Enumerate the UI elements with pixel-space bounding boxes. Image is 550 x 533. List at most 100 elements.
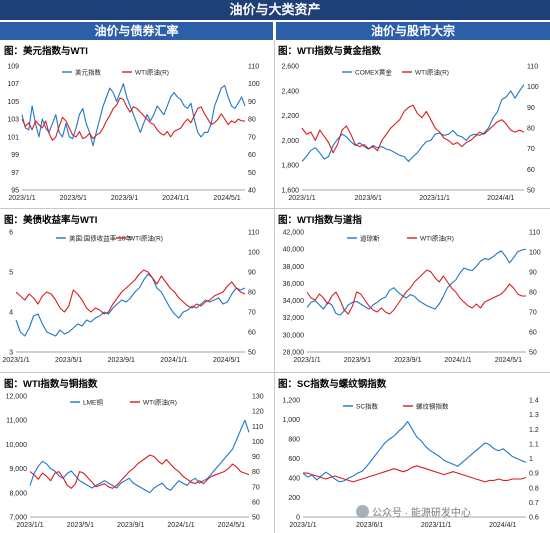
left-tick-label: 0	[296, 515, 300, 522]
x-tick-label: 2024/1/1	[444, 357, 471, 364]
right-tick-label: 90	[529, 270, 537, 277]
left-tick-label: 40,000	[283, 247, 305, 254]
right-tick-label: 60	[248, 152, 256, 159]
left-tick-label: 1,600	[281, 188, 299, 195]
x-tick-label: 2023/5/1	[55, 357, 82, 364]
left-tick-label: 600	[288, 456, 300, 463]
legend-label: WTI原油(R)	[420, 233, 454, 242]
x-tick-label: 2023/6/1	[356, 522, 383, 529]
wechat-icon	[356, 505, 369, 518]
right-tick-label: 60	[252, 499, 260, 506]
legend-label: WTI原油(R)	[415, 67, 449, 76]
left-tick-label: 1,200	[282, 398, 300, 405]
left-tick-label: 34,000	[283, 298, 305, 305]
chart-wti-copper: 12,000 11,000 10,000 9,000 8,000 7,000 130 120 1…	[6, 394, 264, 530]
chart-title-wti-gold: 图：WTI指数与黄金指数	[278, 46, 381, 57]
right-tick-label: 100	[248, 250, 260, 257]
right-tick-label: 110	[527, 64, 538, 71]
right-tick-label: 80	[248, 290, 256, 297]
chart-title-ust-wti: 图：美债收益率与WTI	[4, 215, 98, 226]
legend-label: 螺纹钢指数	[416, 401, 449, 410]
left-tick-label: 2,000	[281, 138, 299, 145]
legend-label: 道琼斯	[360, 233, 380, 242]
x-tick-label: 2023/1/1	[289, 522, 316, 529]
chart-ust-wti: 6 5 4 3 110 100 90 80 70 60 50 2023/1/1 2023/5/1 2023…	[2, 230, 260, 365]
right-tick-label: 110	[248, 230, 259, 237]
x-tick-label: 2024/5/1	[213, 195, 240, 202]
left-tick-label: 1,800	[281, 163, 299, 170]
left-tick-label: 200	[288, 495, 300, 502]
right-tick-label: 1.4	[529, 398, 539, 405]
legend-label: 美国:国债收益率:10年	[69, 233, 132, 242]
right-tick-label: 1.2	[529, 427, 539, 434]
left-tick-label: 800	[288, 437, 300, 444]
right-column-header: 油价与股市大宗	[276, 22, 550, 40]
right-tick-label: 40	[248, 188, 256, 195]
x-tick-label: 2023/9/1	[111, 195, 138, 202]
left-tick-label: 9,000	[9, 466, 27, 473]
series-line-0	[301, 84, 525, 163]
page-banner: 油价与大类资产	[0, 0, 550, 20]
right-tick-label: 100	[527, 84, 539, 91]
x-tick-label: 2023/5/1	[344, 357, 371, 364]
chart-title-sc-rebar: 图：SC指数与螺纹钢指数	[278, 379, 387, 390]
right-tick-label: 90	[248, 99, 256, 106]
legend-label: SC指数	[356, 401, 379, 410]
left-tick-label: 10,000	[6, 442, 28, 449]
left-tick-label: 105	[7, 99, 19, 106]
x-tick-label: 2024/5/1	[213, 357, 240, 364]
x-tick-label: 2023/1/1	[8, 195, 35, 202]
left-tick-label: 95	[11, 188, 19, 195]
legend-label: WTI原油(R)	[129, 233, 163, 242]
x-tick-label: 2023/1/1	[288, 195, 315, 202]
x-tick-label: 2023/6/1	[355, 195, 382, 202]
right-tick-label: 70	[529, 310, 537, 317]
column-divider	[274, 40, 275, 533]
right-tick-label: 60	[529, 330, 537, 337]
right-tick-label: 50	[248, 350, 256, 357]
series-line-0	[15, 273, 246, 337]
chart-wti-gold: 2,600 2,400 2,200 2,000 1,800 1,600 110 100 90 80…	[281, 64, 539, 203]
left-tick-label: 8,000	[9, 490, 27, 497]
left-tick-label: 38,000	[283, 264, 305, 271]
series-line-1	[21, 97, 245, 141]
right-tick-label: 90	[248, 270, 256, 277]
x-tick-label: 2024/5/1	[495, 357, 522, 364]
x-tick-label: 2023/1/1	[16, 522, 43, 529]
series-line-1	[303, 465, 527, 483]
right-tick-label: 70	[248, 134, 256, 141]
x-tick-label: 2023/11/1	[419, 195, 450, 202]
left-tick-label: 36,000	[283, 281, 305, 288]
right-tick-label: 80	[248, 117, 256, 124]
right-tick-label: 110	[248, 64, 259, 71]
chart-wti-dow: 42,000 40,000 38,000 36,000 34,000 32,000 30,0…	[283, 230, 541, 365]
x-tick-label: 2023/5/1	[67, 522, 94, 529]
right-tick-label: 130	[252, 394, 264, 401]
series-line-0	[306, 248, 527, 316]
left-tick-label: 97	[11, 170, 19, 177]
right-tick-label: 120	[252, 409, 264, 416]
legend-label: COMEX黄金	[355, 67, 392, 76]
left-tick-label: 107	[7, 81, 19, 88]
right-tick-label: 1.3	[529, 412, 539, 419]
x-tick-label: 2023/5/1	[60, 195, 87, 202]
series-line-1	[29, 454, 250, 489]
right-tick-label: 50	[248, 170, 256, 177]
right-tick-label: 60	[248, 330, 256, 337]
right-tick-label: 80	[529, 290, 537, 297]
right-tick-label: 50	[529, 350, 537, 357]
x-tick-label: 2024/1/1	[160, 357, 187, 364]
row-divider-2	[0, 372, 550, 373]
left-tick-label: 42,000	[283, 230, 305, 237]
chart-title-wti-dow: 图：WTI指数与道指	[278, 215, 362, 226]
x-tick-label: 2024/1/1	[162, 195, 189, 202]
left-tick-label: 30,000	[283, 332, 305, 339]
right-tick-label: 0.7	[529, 500, 539, 507]
x-tick-label: 2024/4/1	[487, 195, 514, 202]
left-tick-label: 5	[9, 270, 13, 277]
right-tick-label: 0.6	[529, 515, 539, 522]
left-tick-label: 2,600	[281, 64, 299, 71]
series-line-1	[306, 269, 526, 315]
left-tick-label: 109	[7, 64, 19, 71]
chart-dxy-wti: 109 107 105 103 101 99 97 95 110 100 90 80 70 60 50 40 2…	[7, 64, 259, 203]
